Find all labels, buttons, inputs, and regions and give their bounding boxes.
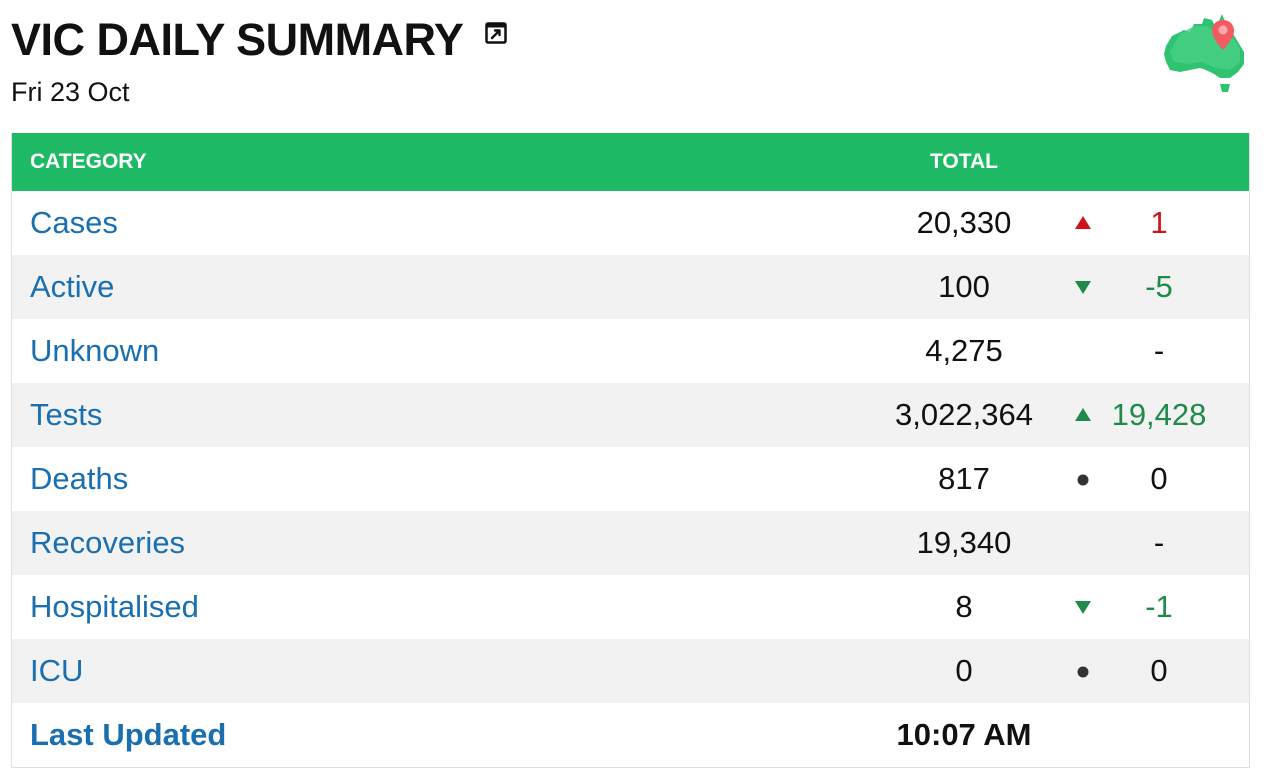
category-link-cases[interactable]: Cases <box>30 205 118 240</box>
column-header-total: TOTAL <box>929 150 999 173</box>
change-value: 19,428 <box>1111 397 1207 432</box>
change-value: 0 <box>1150 653 1168 688</box>
page-title: VIC DAILY SUMMARY <box>11 14 464 65</box>
total-value: 0 <box>955 653 973 688</box>
table-row: Tests 3,022,364 19,428 <box>12 383 1249 447</box>
table-row: Deaths 817 0 <box>12 447 1249 511</box>
australia-map-icon <box>1164 14 1244 92</box>
table-row: Unknown 4,275 - <box>12 319 1249 383</box>
change-value: -1 <box>1145 589 1173 624</box>
category-link-unknown[interactable]: Unknown <box>30 333 160 368</box>
triangle-up-icon <box>1075 216 1091 229</box>
change-value: 1 <box>1150 205 1168 240</box>
dot-icon <box>1077 474 1089 486</box>
total-value: 3,022,364 <box>895 397 1033 432</box>
external-link-icon[interactable] <box>485 22 508 44</box>
change-value: 0 <box>1150 461 1168 496</box>
triangle-down-icon <box>1075 281 1091 294</box>
total-value: 19,340 <box>916 525 1012 560</box>
change-value: -5 <box>1145 269 1173 304</box>
table-row: ICU 0 0 <box>12 639 1249 703</box>
table-row: Active 100 -5 <box>12 255 1249 319</box>
summary-date: Fri 23 Oct <box>11 77 130 107</box>
summary-table: CATEGORY TOTAL Cases 20,330 1 Active 100… <box>11 133 1250 768</box>
category-link-deaths[interactable]: Deaths <box>30 461 129 496</box>
category-link-icu[interactable]: ICU <box>30 653 84 688</box>
category-link-recoveries[interactable]: Recoveries <box>30 525 186 560</box>
triangle-up-icon <box>1075 408 1091 421</box>
total-value: 817 <box>938 461 990 496</box>
total-value: 20,330 <box>916 205 1012 240</box>
table-header: CATEGORY TOTAL <box>12 133 1249 191</box>
change-value: - <box>1153 333 1165 368</box>
dot-icon <box>1077 666 1089 678</box>
last-updated-row: Last Updated 10:07 AM <box>12 703 1249 767</box>
table-row: Recoveries 19,340 - <box>12 511 1249 575</box>
last-updated-time: 10:07 AM <box>896 717 1032 752</box>
last-updated-label[interactable]: Last Updated <box>30 717 227 752</box>
column-header-category: CATEGORY <box>30 150 147 173</box>
total-value: 8 <box>955 589 973 624</box>
total-value: 4,275 <box>925 333 1003 368</box>
total-value: 100 <box>938 269 990 304</box>
triangle-down-icon <box>1075 601 1091 614</box>
title-row: VIC DAILY SUMMARY <box>11 12 1251 68</box>
summary-header: VIC DAILY SUMMARY Fri 23 Oct <box>11 12 1251 122</box>
change-value: - <box>1153 525 1165 560</box>
table-row: Hospitalised 8 -1 <box>12 575 1249 639</box>
category-link-active[interactable]: Active <box>30 269 115 304</box>
category-link-hospitalised[interactable]: Hospitalised <box>30 589 199 624</box>
category-link-tests[interactable]: Tests <box>30 397 103 432</box>
table-row: Cases 20,330 1 <box>12 191 1249 255</box>
